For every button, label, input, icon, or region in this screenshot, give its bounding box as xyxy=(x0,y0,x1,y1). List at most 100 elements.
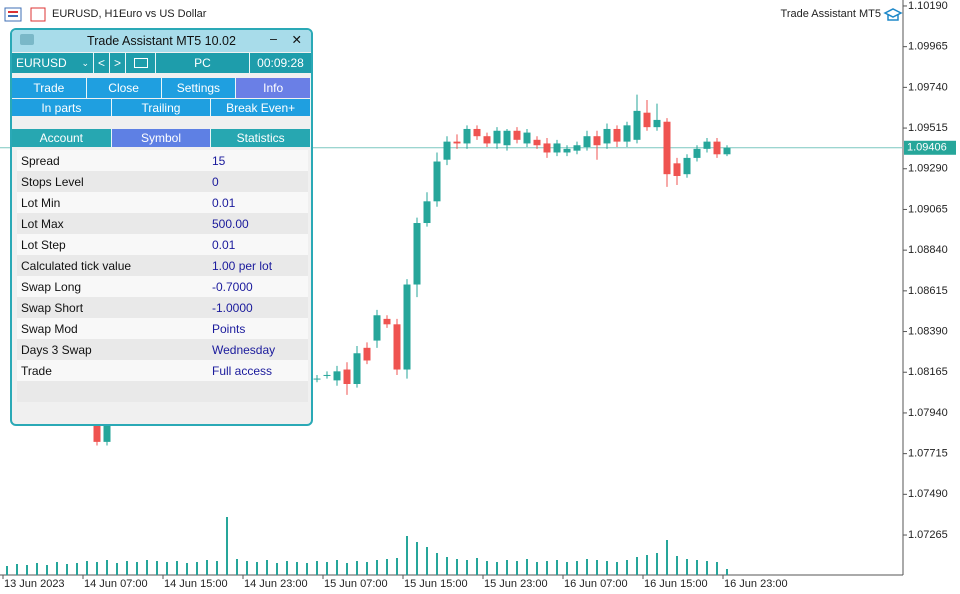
candle-body xyxy=(673,163,681,176)
candle-body xyxy=(323,374,331,376)
tab[interactable]: Info xyxy=(236,78,311,98)
next-button[interactable]: > xyxy=(110,53,126,73)
x-tick-label: 14 Jun 23:00 xyxy=(244,578,308,590)
symbol-description: Euro vs US Dollar xyxy=(119,8,207,20)
y-tick-label: 1.08615 xyxy=(908,285,948,297)
info-tab[interactable]: Symbol xyxy=(111,129,212,147)
candle-body xyxy=(103,421,111,442)
candle-body xyxy=(453,141,461,144)
candle-body xyxy=(483,136,491,144)
candle-body xyxy=(633,110,641,140)
candle-body xyxy=(403,284,411,370)
candle-body xyxy=(623,125,631,142)
panel-titlebar: Trade Assistant MT5 10.02 – ✕ xyxy=(12,30,311,52)
table-row: Lot Max 500.00 xyxy=(17,213,308,234)
y-tick-label: 1.09290 xyxy=(908,163,948,175)
row-value: Wednesday xyxy=(212,342,276,357)
y-tick-label: 1.07490 xyxy=(908,488,948,500)
candle-body xyxy=(713,141,721,155)
candle-body xyxy=(393,324,401,370)
symbol-caption: EURUSD, H1: xyxy=(52,8,122,20)
y-tick-label: 1.09065 xyxy=(908,203,948,215)
tab[interactable]: Trade xyxy=(12,78,87,98)
row-value: 0 xyxy=(212,174,219,189)
last-price-badge xyxy=(904,140,956,155)
mode: PC xyxy=(156,53,250,73)
table-row: Calculated tick value 1.00 per lot xyxy=(17,255,308,276)
tab[interactable]: Settings xyxy=(161,78,237,98)
row-value: 1.00 per lot xyxy=(212,258,273,273)
row-label: Swap Short xyxy=(21,300,84,315)
candle-body xyxy=(583,136,591,148)
row-value: 0.01 xyxy=(212,237,236,252)
row-value: 15 xyxy=(212,153,226,168)
table-row: Lot Step 0.01 xyxy=(17,234,308,255)
sub-tab[interactable]: Trailing xyxy=(111,99,212,116)
info-tabs: Account Symbol Statistics xyxy=(12,129,311,147)
info-tab[interactable]: Statistics xyxy=(211,129,311,147)
row-label: Spread xyxy=(21,153,60,168)
row-value: 500.00 xyxy=(212,216,249,231)
candle-body xyxy=(703,141,711,149)
tab[interactable]: Close xyxy=(86,78,162,98)
table-row: Lot Min 0.01 xyxy=(17,192,308,213)
sub-tabs: In parts Trailing Break Even+ xyxy=(12,99,311,116)
row-label: Calculated tick value xyxy=(21,258,132,273)
x-tick-label: 15 Jun 23:00 xyxy=(484,578,548,590)
candle-body xyxy=(523,132,531,144)
y-tick-label: 1.08840 xyxy=(908,244,948,256)
sub-tab[interactable]: Break Even+ xyxy=(211,99,311,116)
candle-body xyxy=(333,371,341,381)
row-label: Lot Min xyxy=(21,195,61,210)
y-tick-label: 1.07265 xyxy=(908,529,948,541)
y-tick-label: 1.08390 xyxy=(908,325,948,337)
y-tick-label: 1.07715 xyxy=(908,448,948,460)
table-row: Spread 15 xyxy=(17,150,308,171)
candle-body xyxy=(473,128,481,137)
candle-body xyxy=(373,315,381,341)
x-tick-label: 15 Jun 15:00 xyxy=(404,578,468,590)
candle-body xyxy=(363,347,371,361)
candle-body xyxy=(353,353,361,384)
info-tab[interactable]: Account xyxy=(12,129,112,147)
x-tick-label: 15 Jun 07:00 xyxy=(324,578,388,590)
y-tick-label: 1.09965 xyxy=(908,41,948,53)
minimize-button[interactable]: – xyxy=(270,32,277,46)
symbol-select[interactable]: EURUSD ⌄ xyxy=(12,53,94,73)
y-tick-label: 1.07940 xyxy=(908,407,948,419)
y-tick-label: 1.09515 xyxy=(908,122,948,134)
chart-icon xyxy=(8,15,18,17)
candle-body xyxy=(423,201,431,224)
candle-body xyxy=(643,112,651,128)
candle-body xyxy=(513,130,521,140)
sub-tab[interactable]: In parts xyxy=(12,99,112,116)
x-tick-label: 16 Jun 15:00 xyxy=(644,578,708,590)
prev-button[interactable]: < xyxy=(94,53,110,73)
symbol-info-table: Spread 15 Stops Level 0 Lot Min 0.01 Lot Max 50… xyxy=(17,150,308,402)
row-label: Stops Level xyxy=(21,174,84,189)
candle-body xyxy=(503,130,511,146)
row-label: Lot Max xyxy=(21,216,64,231)
candle-body xyxy=(383,318,391,325)
candle-body xyxy=(443,141,451,160)
folder-button[interactable] xyxy=(126,53,156,73)
last-price-label: 1.09406 xyxy=(907,142,947,154)
candle-body xyxy=(493,130,501,144)
y-tick-label: 1.09740 xyxy=(908,81,948,93)
row-label: Days 3 Swap xyxy=(21,342,92,357)
row-label: Swap Mod xyxy=(21,321,78,336)
row-label: Swap Long xyxy=(21,279,82,294)
candle-body xyxy=(433,161,441,202)
x-tick-label: 14 Jun 15:00 xyxy=(164,578,228,590)
candle-body xyxy=(593,136,601,146)
row-value: Full access xyxy=(212,363,273,378)
panel-title: Trade Assistant MT5 10.02 xyxy=(87,34,236,48)
close-button[interactable]: ✕ xyxy=(291,33,302,47)
row-value: 0.01 xyxy=(212,195,236,210)
camera-icon[interactable] xyxy=(20,34,34,45)
trade-assistant-panel: Trade Assistant MT5 10.02 – ✕ EURUSD ⌄ < … xyxy=(10,28,313,426)
x-tick-label: 13 Jun 2023 xyxy=(4,578,65,590)
